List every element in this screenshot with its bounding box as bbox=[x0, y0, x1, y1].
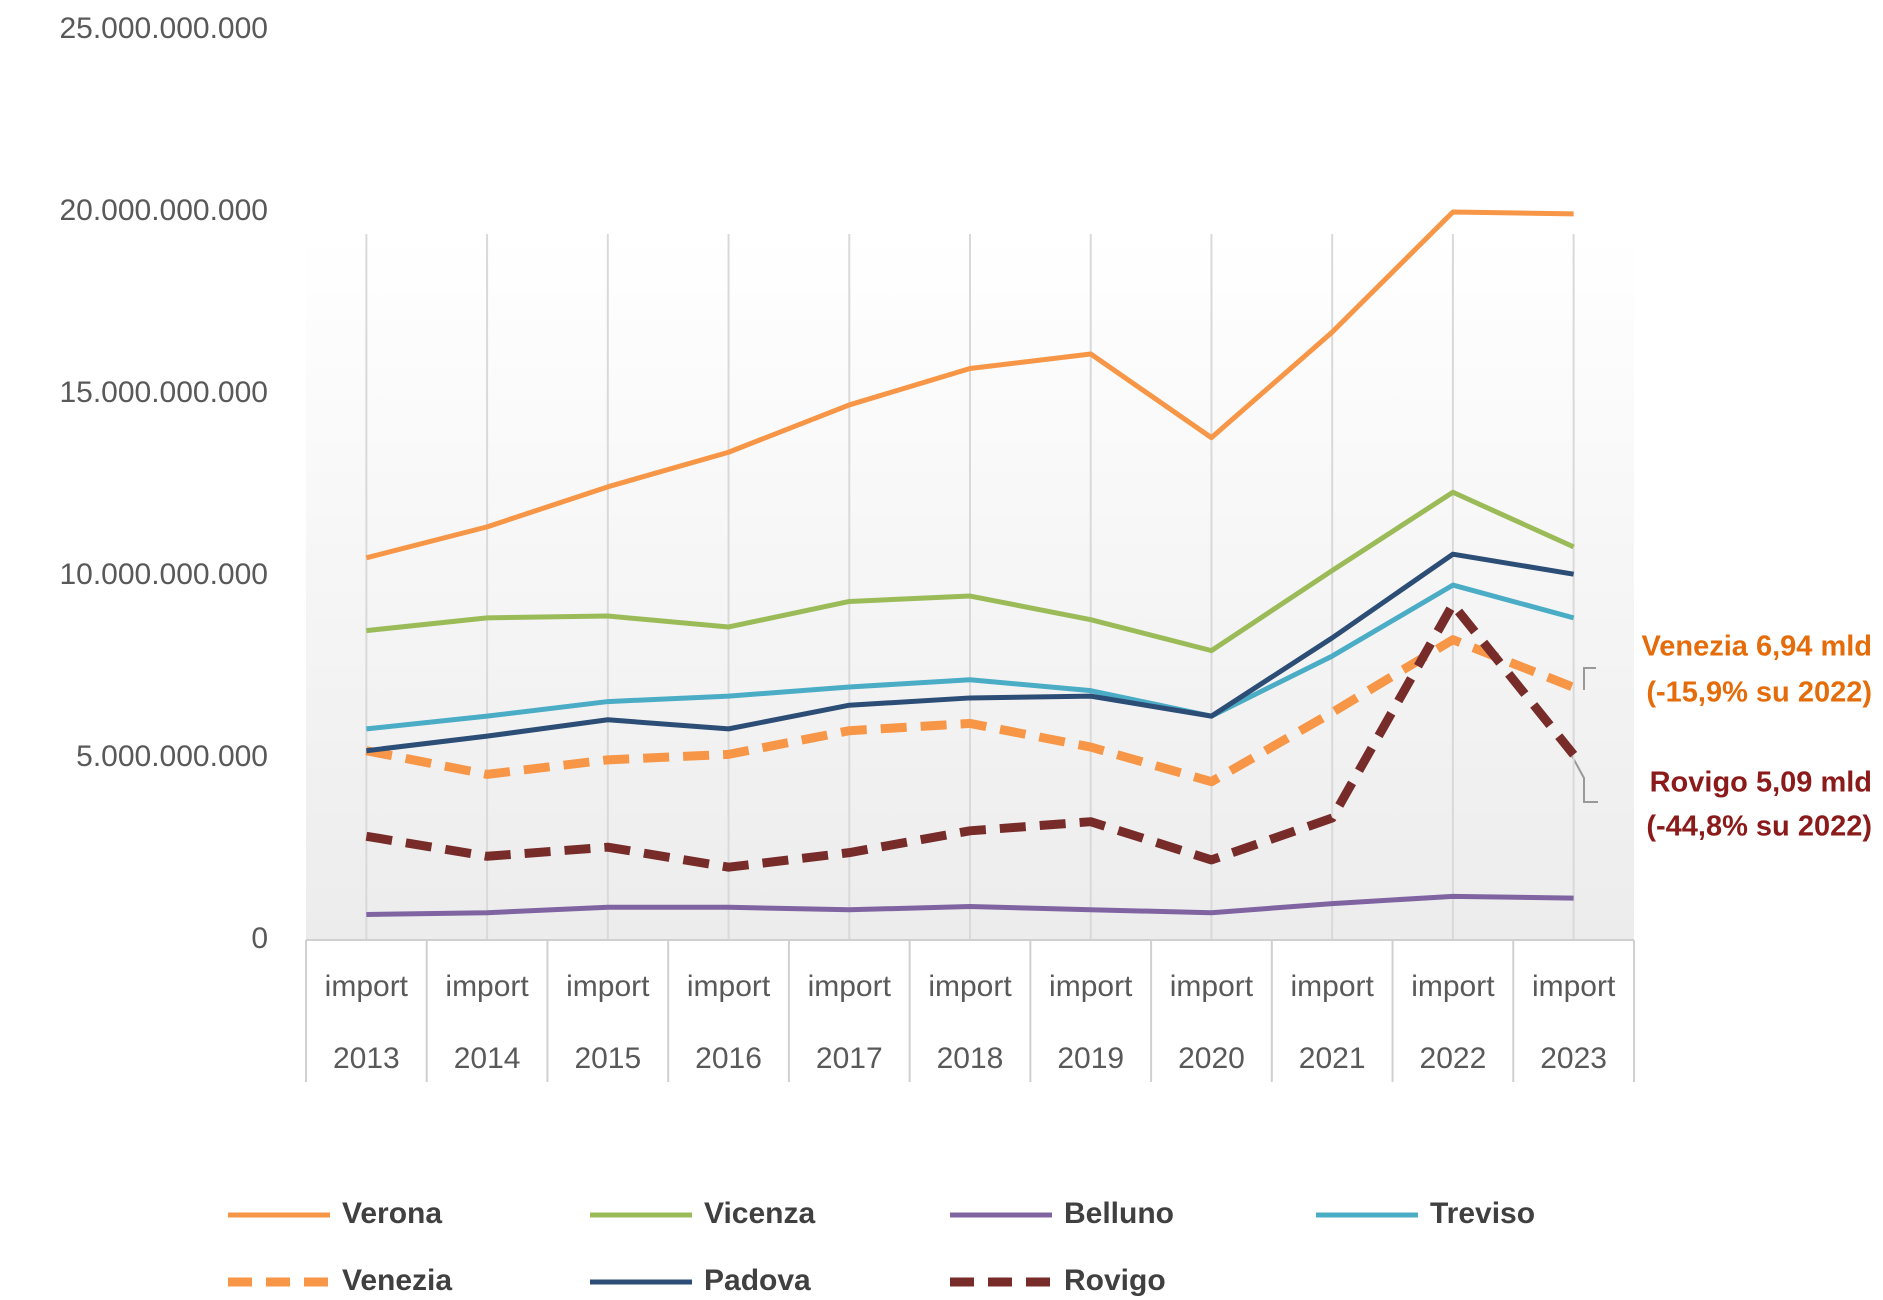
legend-label: Vicenza bbox=[704, 1197, 815, 1230]
annotation-bracket bbox=[1583, 667, 1596, 690]
y-tick-label: 25.000.000.000 bbox=[59, 12, 268, 45]
x-tick-label: import bbox=[1291, 970, 1375, 1003]
annotation-bracket bbox=[1571, 755, 1598, 803]
x-tick-label: import bbox=[1411, 970, 1495, 1003]
annotation: Venezia 6,94 mld bbox=[1641, 631, 1872, 663]
series-line bbox=[366, 582, 1575, 732]
series-line bbox=[366, 551, 1575, 754]
annotation: Rovigo 5,09 mld bbox=[1650, 767, 1872, 799]
series-line bbox=[365, 635, 1576, 787]
y-tick-label: 5.000.000.000 bbox=[76, 740, 268, 773]
legend-label: Venezia bbox=[342, 1264, 452, 1297]
x-tick-label: 2017 bbox=[816, 1042, 883, 1075]
x-tick-label: import bbox=[808, 970, 892, 1003]
legend-label: Treviso bbox=[1430, 1197, 1535, 1230]
series-line bbox=[366, 893, 1574, 918]
y-tick-label: 15.000.000.000 bbox=[59, 376, 268, 409]
x-tick-label: import bbox=[325, 970, 409, 1003]
x-tick-label: import bbox=[566, 970, 650, 1003]
legend-label: Padova bbox=[704, 1264, 811, 1297]
legend-label: Verona bbox=[342, 1197, 442, 1230]
x-tick-label: 2019 bbox=[1057, 1042, 1124, 1075]
x-tick-label: 2013 bbox=[333, 1042, 400, 1075]
x-tick-label: 2015 bbox=[574, 1042, 641, 1075]
x-tick-label: import bbox=[1049, 970, 1133, 1003]
y-tick-label: 10.000.000.000 bbox=[59, 558, 268, 591]
y-tick-label: 0 bbox=[251, 922, 268, 955]
x-tick-label: import bbox=[928, 970, 1012, 1003]
x-tick-label: import bbox=[687, 970, 771, 1003]
x-tick-label: import bbox=[445, 970, 529, 1003]
annotation: (-44,8% su 2022) bbox=[1646, 811, 1872, 843]
x-tick-label: 2023 bbox=[1540, 1042, 1607, 1075]
series-line bbox=[366, 489, 1575, 654]
x-tick-label: 2018 bbox=[937, 1042, 1004, 1075]
series-line bbox=[365, 209, 1574, 561]
legend-label: Belluno bbox=[1064, 1197, 1174, 1230]
x-tick-label: 2020 bbox=[1178, 1042, 1245, 1075]
x-tick-label: 2022 bbox=[1420, 1042, 1487, 1075]
y-tick-label: 20.000.000.000 bbox=[59, 194, 268, 227]
annotation: (-15,9% su 2022) bbox=[1646, 677, 1872, 709]
legend-label: Rovigo bbox=[1064, 1264, 1166, 1297]
x-tick-label: 2016 bbox=[695, 1042, 762, 1075]
x-tick-label: 2014 bbox=[454, 1042, 521, 1075]
x-tick-label: 2021 bbox=[1299, 1042, 1366, 1075]
x-tick-label: import bbox=[1532, 970, 1616, 1003]
x-tick-label: import bbox=[1170, 970, 1254, 1003]
series-line bbox=[365, 599, 1578, 872]
